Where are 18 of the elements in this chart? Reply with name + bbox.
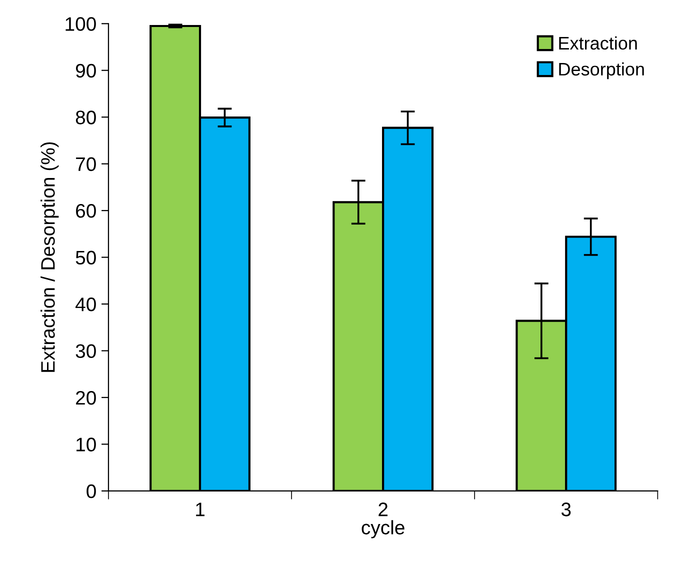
y-tick-label: 100 [66, 17, 96, 31]
y-axis-title: Extraction / Desorption (%) [40, 142, 59, 372]
y-tick-label: 70 [76, 157, 96, 172]
legend-label: Desorption [559, 62, 644, 80]
y-tick-label: 40 [75, 297, 96, 312]
y-tick-label: 20 [76, 390, 96, 405]
y-tick-label: 90 [76, 64, 96, 78]
x-tick-label: 3 [561, 502, 571, 516]
x-axis-title: cycle [362, 520, 404, 538]
y-tick-label: 50 [76, 250, 96, 265]
x-tick-label: 2 [378, 502, 388, 516]
y-tick-label: 30 [76, 344, 96, 358]
legend-label: Extraction [559, 36, 637, 50]
y-tick-label: 60 [76, 204, 96, 218]
y-tick-label: 10 [76, 438, 96, 452]
y-tick-label: 80 [76, 110, 96, 124]
x-tick-label: 1 [196, 502, 204, 516]
y-tick-label: 0 [86, 484, 96, 498]
